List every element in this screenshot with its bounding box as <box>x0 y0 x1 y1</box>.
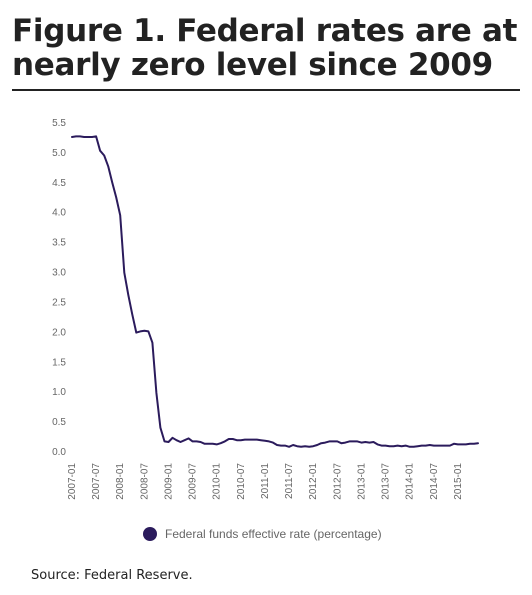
x-tick-label: 2007-07 <box>91 463 102 500</box>
source-note: Source: Federal Reserve. <box>31 568 193 583</box>
y-tick-label: 3.5 <box>52 238 66 249</box>
x-axis: 2007-01 2007-07 2008-01 2008-07 2009-01 2009-… <box>67 463 464 500</box>
x-tick-label: 2012-01 <box>308 463 319 500</box>
y-tick-label: 2.0 <box>52 327 66 338</box>
x-tick-label: 2013-07 <box>381 463 392 500</box>
legend: Federal funds effective rate (percentage… <box>143 527 382 541</box>
page-title: Figure 1. Federal rates are at nearly ze… <box>12 13 518 83</box>
y-tick-label: 4.5 <box>52 178 66 189</box>
y-tick-label: 0.0 <box>52 447 66 458</box>
y-tick-label: 3.0 <box>52 268 66 279</box>
x-tick-label: 2014-07 <box>429 463 440 500</box>
y-tick-label: 1.5 <box>52 357 66 368</box>
x-tick-label: 2010-01 <box>212 463 223 500</box>
title-divider <box>12 89 520 91</box>
x-tick-label: 2013-01 <box>356 463 367 500</box>
x-tick-label: 2010-07 <box>236 463 247 500</box>
line-chart: 0.0 0.5 1.0 1.5 2.0 2.5 3.0 3.5 4.0 4.5 5.0 5.5 200… <box>52 118 479 541</box>
x-tick-label: 2009-01 <box>163 463 174 500</box>
y-axis: 0.0 0.5 1.0 1.5 2.0 2.5 3.0 3.5 4.0 4.5 5.0 5.5 <box>52 118 66 458</box>
legend-label: Federal funds effective rate (percentage… <box>165 527 382 541</box>
y-tick-label: 4.0 <box>52 208 66 219</box>
x-tick-label: 2009-07 <box>188 463 199 500</box>
x-tick-label: 2015-01 <box>453 463 464 500</box>
x-tick-label: 2008-07 <box>139 463 150 500</box>
x-tick-label: 2012-07 <box>332 463 343 500</box>
y-tick-label: 5.5 <box>52 118 66 129</box>
y-tick-label: 5.0 <box>52 148 66 159</box>
x-tick-label: 2011-01 <box>260 463 271 499</box>
legend-marker <box>143 527 157 541</box>
x-tick-label: 2011-07 <box>284 463 295 499</box>
y-tick-label: 0.5 <box>52 417 66 428</box>
x-tick-label: 2007-01 <box>67 463 78 500</box>
x-tick-label: 2008-01 <box>115 463 126 500</box>
series-layer <box>71 135 479 448</box>
x-tick-label: 2014-01 <box>405 463 416 500</box>
series-line-federal-funds-rate <box>71 135 479 448</box>
y-tick-label: 2.5 <box>52 297 66 308</box>
y-tick-label: 1.0 <box>52 387 66 398</box>
